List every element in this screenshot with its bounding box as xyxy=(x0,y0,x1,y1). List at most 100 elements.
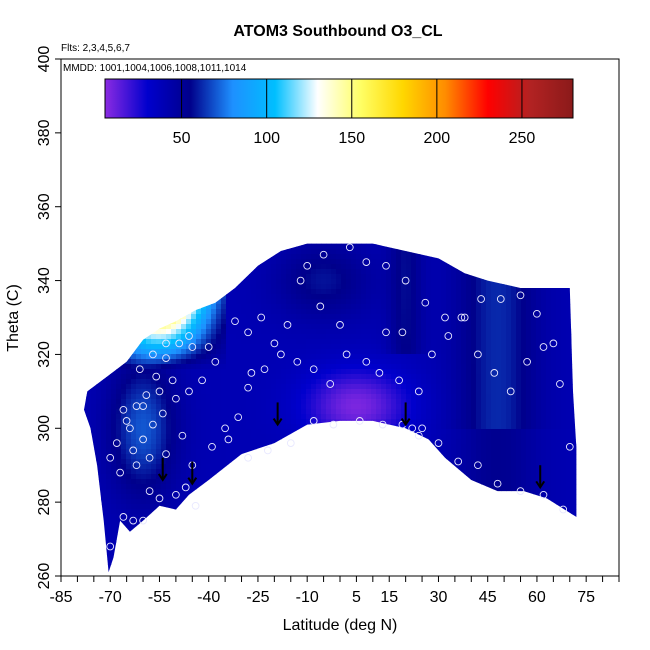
surface-cell xyxy=(251,199,256,204)
surface-cell xyxy=(91,464,97,470)
surface-cell xyxy=(151,469,157,475)
surface-cell xyxy=(281,259,287,265)
surface-cell xyxy=(216,454,222,460)
surface-cell xyxy=(226,574,231,579)
surface-cell xyxy=(256,369,262,375)
surface-cell xyxy=(286,189,291,194)
surface-cell xyxy=(86,549,92,555)
surface-cell xyxy=(156,243,162,245)
surface-cell xyxy=(66,304,71,309)
surface-cell xyxy=(186,284,192,290)
surface-cell xyxy=(171,524,177,530)
surface-cell xyxy=(136,164,141,169)
surface-cell xyxy=(91,274,97,280)
surface-cell xyxy=(166,564,172,570)
surface-cell xyxy=(261,479,267,485)
surface-cell xyxy=(91,144,96,149)
surface-cell xyxy=(71,359,76,364)
surface-cell xyxy=(251,389,257,395)
surface-cell xyxy=(226,214,231,219)
surface-cell xyxy=(151,524,157,530)
surface-cell xyxy=(296,364,302,370)
surface-cell xyxy=(111,384,117,390)
surface-cell xyxy=(186,243,192,245)
surface-cell xyxy=(221,434,227,440)
surface-cell xyxy=(191,229,196,234)
surface-cell xyxy=(91,404,97,410)
surface-cell xyxy=(251,444,257,450)
surface-cell xyxy=(251,489,257,495)
surface-cell xyxy=(156,214,161,219)
surface-cell xyxy=(276,214,281,219)
surface-cell xyxy=(111,519,117,525)
surface-cell xyxy=(226,384,232,390)
surface-cell xyxy=(216,199,221,204)
surface-cell xyxy=(86,369,92,375)
surface-cell xyxy=(276,454,282,460)
surface-cell xyxy=(186,294,192,300)
surface-cell xyxy=(106,124,111,129)
surface-cell xyxy=(106,134,111,139)
surface-cell xyxy=(66,114,71,119)
surface-cell xyxy=(171,274,177,280)
surface-cell xyxy=(96,514,102,520)
surface-cell xyxy=(111,499,117,505)
surface-cell xyxy=(161,269,167,275)
surface-cell xyxy=(166,274,172,280)
surface-cell xyxy=(296,569,302,573)
surface-cell xyxy=(91,459,97,465)
surface-cell xyxy=(216,444,222,450)
surface-cell xyxy=(216,504,222,510)
surface-cell xyxy=(241,229,246,234)
surface-cell xyxy=(91,439,97,445)
surface-cell xyxy=(266,344,272,350)
surface-cell xyxy=(261,374,267,380)
surface-cell xyxy=(276,459,282,465)
surface-cell xyxy=(121,139,126,144)
surface-cell xyxy=(106,129,111,134)
surface-cell xyxy=(246,569,252,573)
surface-cell xyxy=(256,564,262,570)
surface-cell xyxy=(141,314,147,320)
surface-cell xyxy=(286,424,292,430)
surface-cell xyxy=(256,454,262,460)
surface-cell xyxy=(166,549,172,555)
surface-cell xyxy=(166,489,172,495)
surface-cell xyxy=(191,334,197,340)
surface-cell xyxy=(161,169,166,174)
surface-cell xyxy=(271,539,277,545)
surface-cell xyxy=(101,134,106,139)
surface-cell xyxy=(126,219,131,224)
surface-cell xyxy=(121,214,126,219)
surface-cell xyxy=(101,574,106,579)
surface-cell xyxy=(126,359,132,365)
surface-cell xyxy=(176,319,182,325)
surface-cell xyxy=(121,539,127,545)
surface-cell xyxy=(191,484,197,490)
surface-cell xyxy=(166,289,172,295)
surface-cell xyxy=(121,524,127,530)
surface-cell xyxy=(86,134,91,139)
surface-cell xyxy=(61,399,66,404)
surface-cell xyxy=(271,264,277,270)
surface-cell xyxy=(91,454,97,460)
surface-cell xyxy=(106,144,111,149)
surface-cell xyxy=(241,474,247,480)
surface-cell xyxy=(236,369,242,375)
surface-cell xyxy=(251,524,257,530)
surface-cell xyxy=(291,229,296,234)
surface-cell xyxy=(71,544,76,549)
surface-cell xyxy=(216,119,221,124)
surface-cell xyxy=(281,129,286,134)
surface-cell xyxy=(246,324,252,330)
surface-cell xyxy=(116,509,122,515)
surface-cell xyxy=(106,214,111,219)
surface-cell xyxy=(271,189,276,194)
surface-cell xyxy=(166,379,172,385)
surface-cell xyxy=(171,529,177,535)
surface-cell xyxy=(216,464,222,470)
surface-cell xyxy=(276,249,282,255)
surface-cell xyxy=(101,384,107,390)
surface-cell xyxy=(296,464,302,470)
surface-cell xyxy=(176,149,181,154)
